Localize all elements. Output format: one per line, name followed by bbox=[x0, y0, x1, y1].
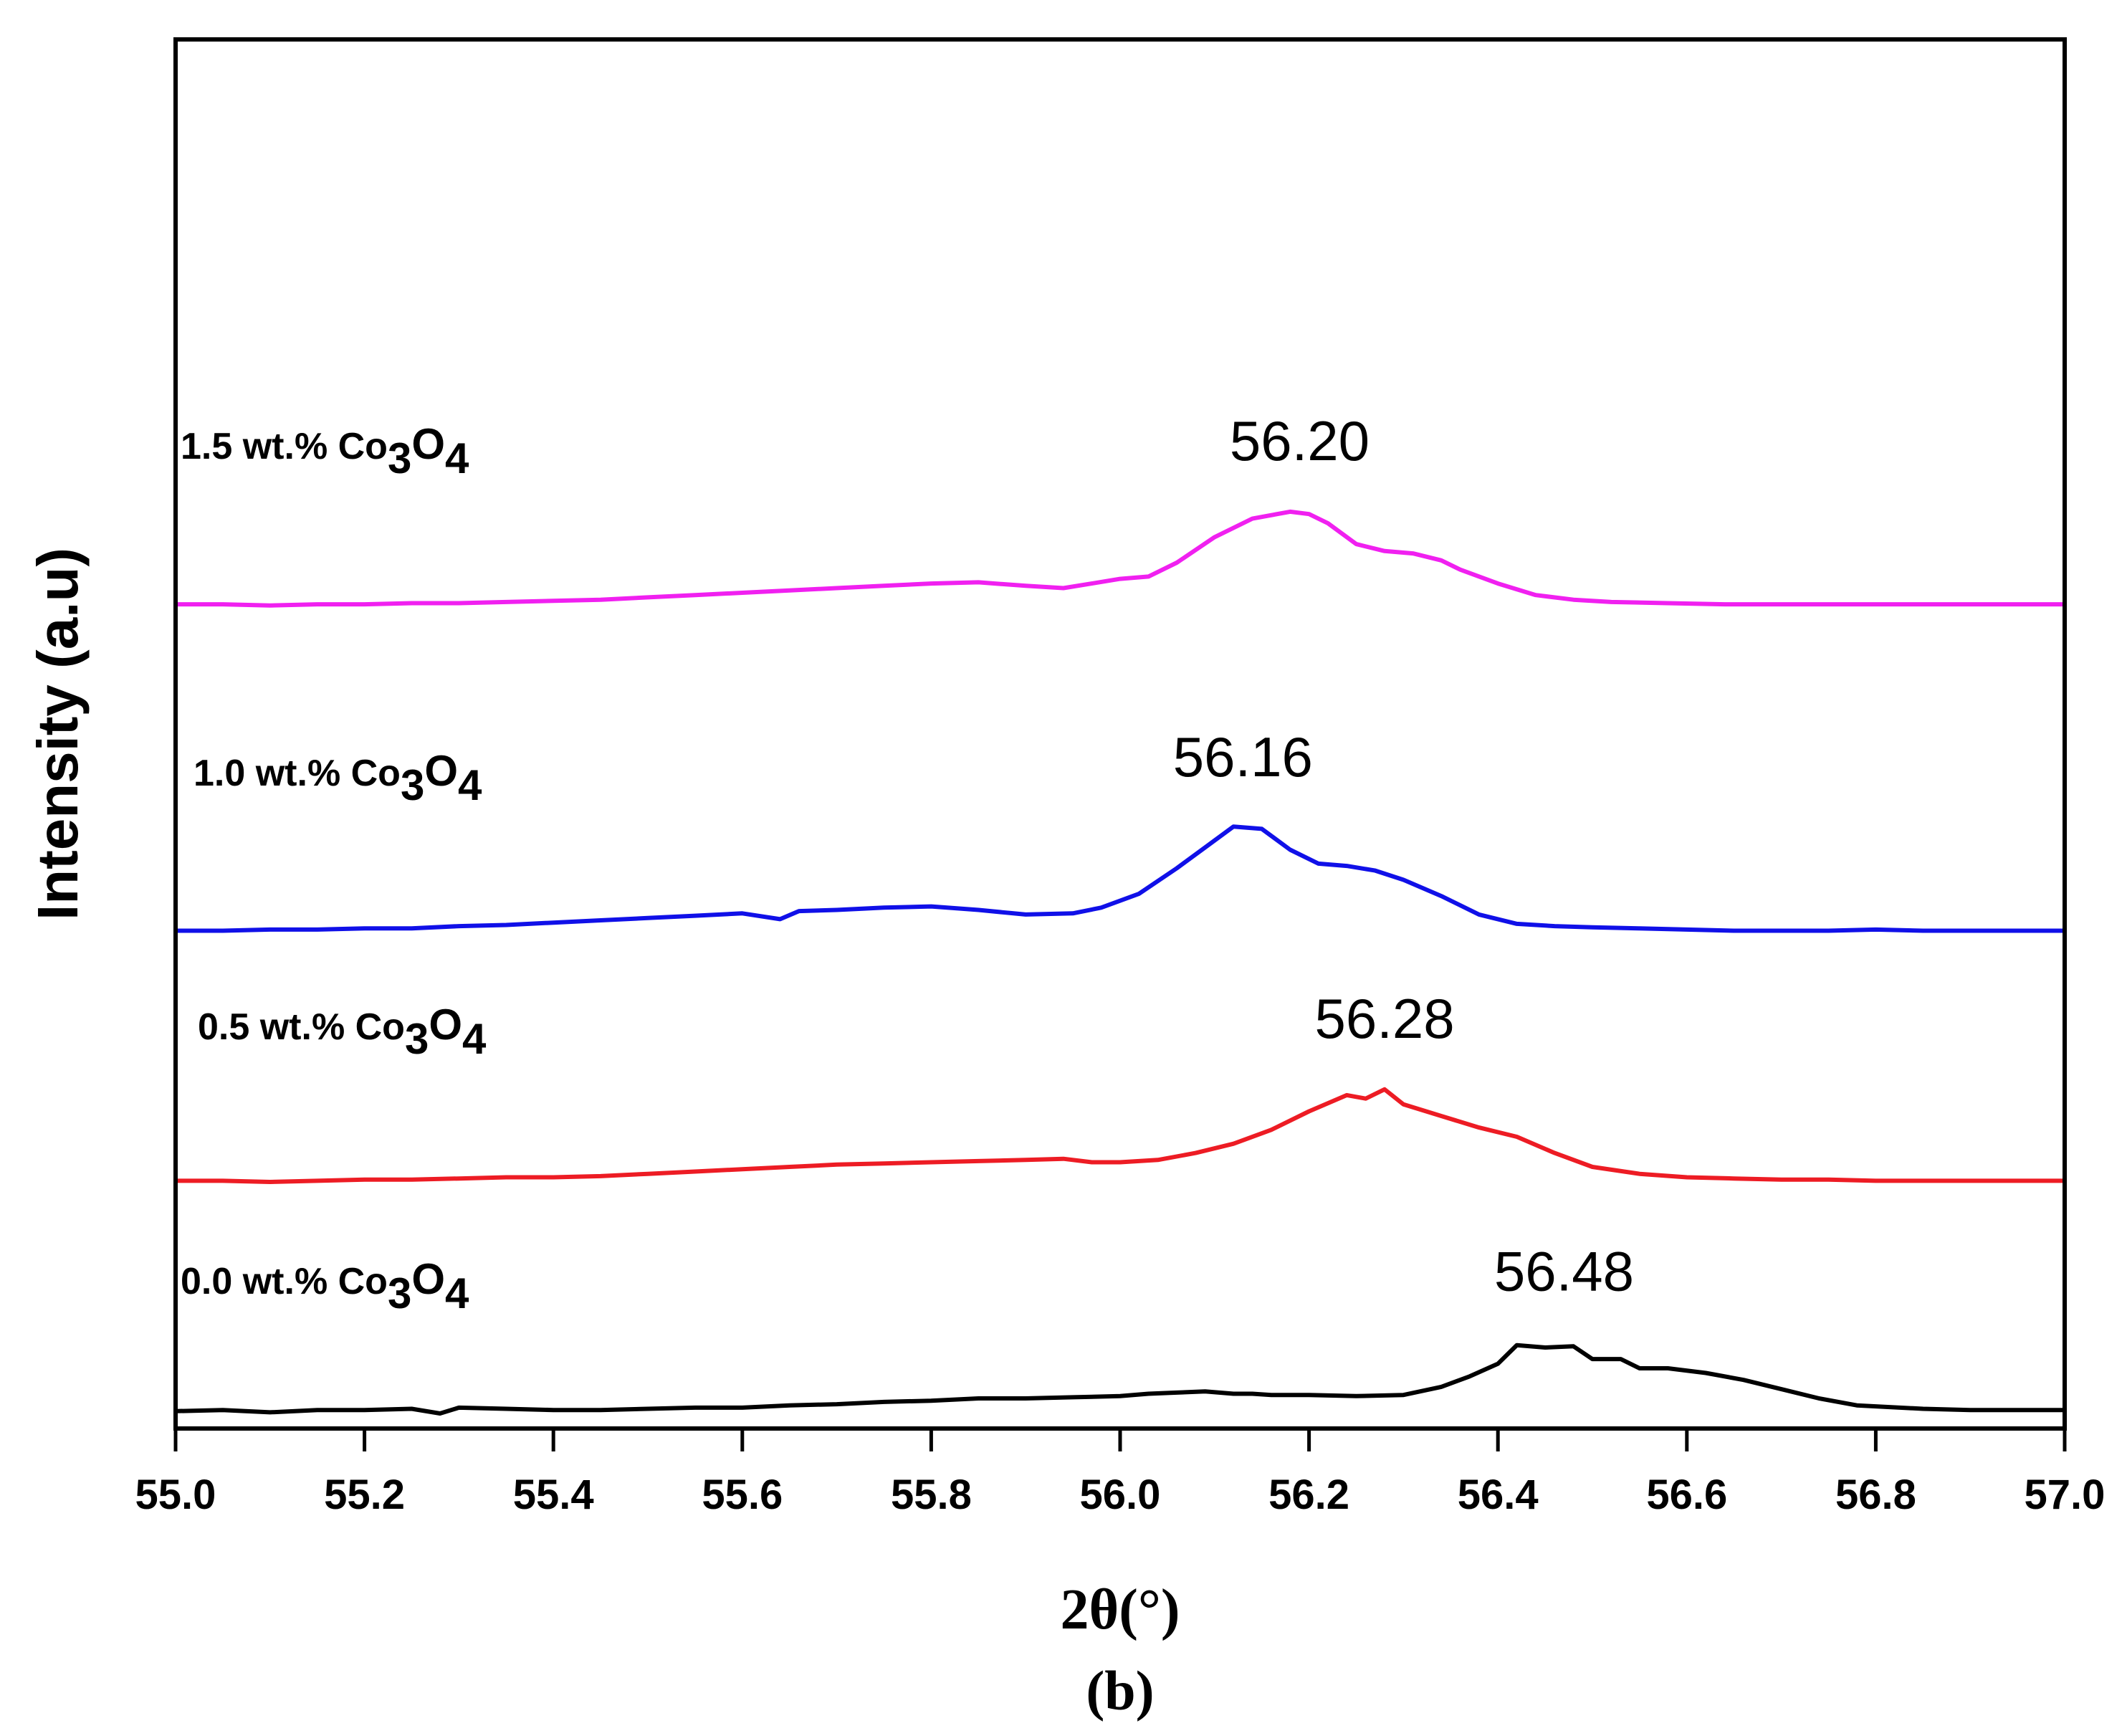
x-tick-label: 56.8 bbox=[1835, 1472, 1916, 1518]
series-label: 0.0 wt.% Co3O4 bbox=[181, 1255, 469, 1317]
x-tick-label: 55.8 bbox=[891, 1472, 972, 1518]
series-line bbox=[176, 1087, 2065, 1184]
series-label: 1.5 wt.% Co3O4 bbox=[181, 420, 469, 482]
plot-frame bbox=[173, 37, 2067, 1431]
x-tick-label: 56.0 bbox=[1080, 1472, 1161, 1518]
x-tick-label: 55.0 bbox=[135, 1472, 216, 1518]
peak-label: 56.16 bbox=[1173, 725, 1313, 788]
peak-label: 56.48 bbox=[1494, 1240, 1634, 1303]
series-label: 1.0 wt.% Co3O4 bbox=[193, 747, 482, 809]
series-line bbox=[176, 824, 2065, 933]
x-axis-ticks: 55.0 55.2 55.4 55.6 55.8 56.0 56.2 56.4 56.6 56.8… bbox=[135, 1429, 2106, 1518]
series-labels: 0.0 wt.% Co3O4 56.48 0.5 wt.% Co3O4 56.28 1.… bbox=[181, 409, 1634, 1317]
x-tick-label: 56.4 bbox=[1458, 1472, 1539, 1518]
panel-label: (b) bbox=[1086, 1659, 1154, 1722]
x-tick-label: 56.2 bbox=[1268, 1472, 1349, 1518]
x-tick-label: 56.6 bbox=[1646, 1472, 1727, 1518]
y-axis-title: Intensity (a.u) bbox=[26, 548, 90, 920]
x-tick-label: 55.4 bbox=[513, 1472, 594, 1518]
series-line bbox=[175, 1342, 2065, 1416]
series-label: 0.5 wt.% Co3O4 bbox=[198, 1001, 487, 1063]
peak-label: 56.20 bbox=[1230, 409, 1370, 472]
series-line bbox=[176, 509, 2065, 608]
x-tick-label: 55.6 bbox=[702, 1472, 783, 1518]
peak-label: 56.28 bbox=[1314, 987, 1454, 1050]
x-tick-label: 57.0 bbox=[2025, 1472, 2106, 1518]
x-axis-title: 2θ(°) bbox=[1060, 1578, 1180, 1641]
series-layer bbox=[175, 509, 2065, 1416]
x-tick-label: 55.2 bbox=[324, 1472, 405, 1518]
